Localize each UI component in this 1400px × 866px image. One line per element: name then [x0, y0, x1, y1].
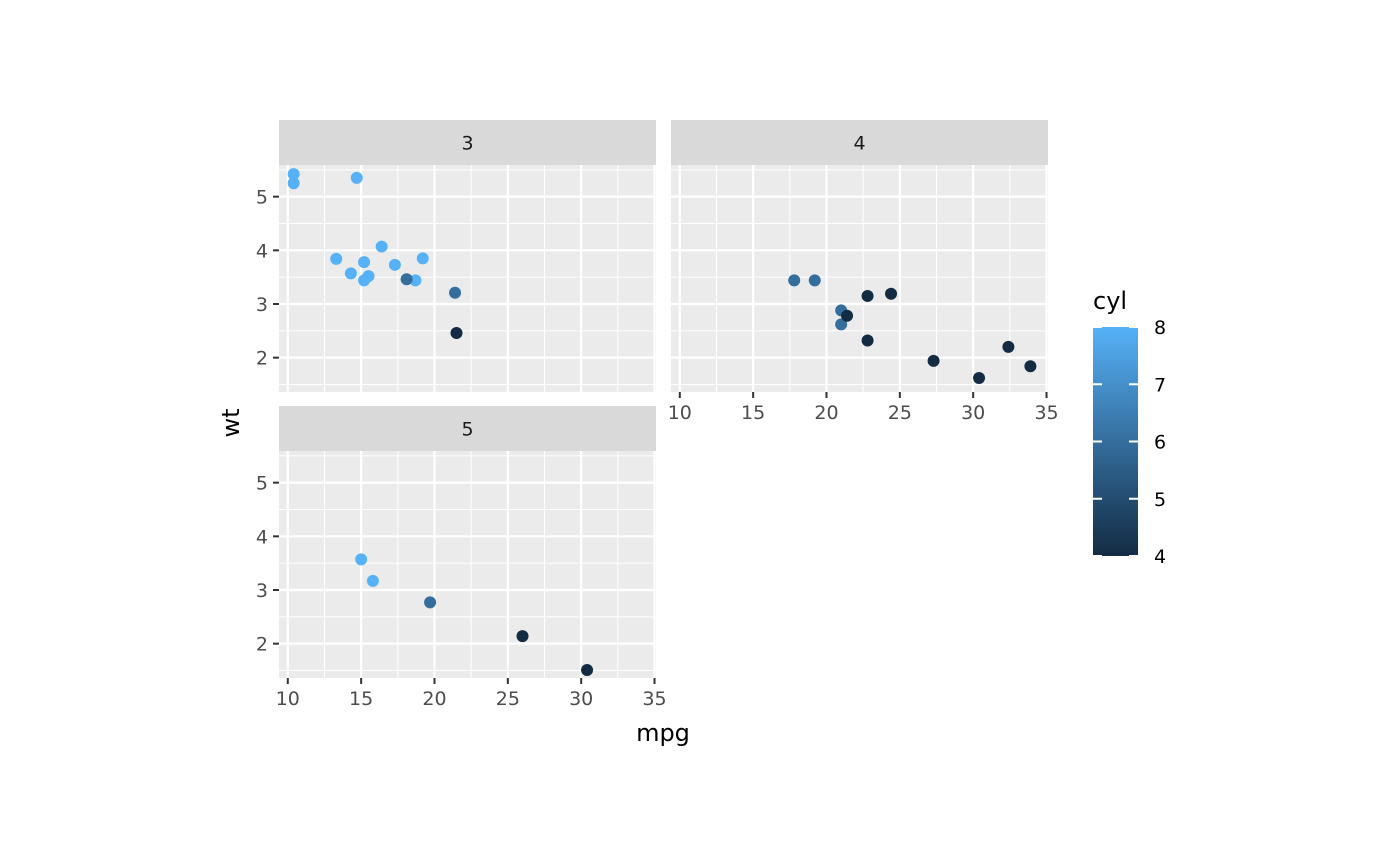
data-point — [927, 354, 940, 367]
data-point — [449, 286, 462, 299]
data-point — [366, 574, 379, 587]
y-tick-label: 5 — [256, 473, 268, 495]
data-point — [330, 252, 343, 265]
data-point — [409, 274, 422, 287]
legend-tick-label: 6 — [1154, 432, 1166, 454]
y-tick-label: 4 — [256, 526, 268, 548]
x-tick-label: 35 — [642, 688, 666, 710]
data-point — [861, 289, 874, 302]
data-point — [1024, 360, 1037, 373]
x-tick-label: 30 — [569, 688, 593, 710]
cyl-colorbar-legend: cyl 4 5 6 7 8 — [1093, 287, 1166, 568]
data-point — [358, 256, 371, 269]
data-point — [375, 240, 388, 253]
x-tick-label: 20 — [422, 688, 446, 710]
legend-tick-label: 5 — [1154, 489, 1166, 511]
facet-panel-5: 5 2 3 4 5 10 15 20 25 30 35 — [256, 406, 667, 710]
data-point — [416, 252, 429, 265]
y-tick-label: 4 — [256, 240, 268, 262]
x-tick-label: 25 — [496, 688, 520, 710]
data-point — [287, 168, 300, 181]
data-point — [350, 171, 363, 184]
y-tick-label: 2 — [256, 348, 268, 370]
legend-tick-label: 4 — [1154, 546, 1166, 568]
y-axis-title: wt — [217, 408, 245, 437]
x-axis-title: mpg — [636, 719, 690, 747]
x-tick-label: 20 — [814, 402, 838, 424]
facet-panels: 3 2 3 4 5 4 10 15 20 25 30 35 5 2 3 4 5 10 15 20 25 30 35 — [256, 120, 1059, 710]
panel-background — [279, 165, 656, 392]
y-tick-label: 2 — [256, 634, 268, 656]
data-point — [362, 270, 375, 283]
data-point — [388, 258, 401, 271]
data-point — [450, 326, 463, 339]
x-tick-label: 10 — [668, 402, 692, 424]
data-point — [287, 177, 300, 190]
legend-tick-label: 7 — [1154, 374, 1166, 396]
data-point — [581, 663, 594, 676]
legend-tick-label: 8 — [1154, 317, 1166, 339]
y-tick-label: 3 — [256, 580, 268, 602]
facet-strip — [671, 120, 1048, 165]
facet-strip-label: 5 — [461, 419, 473, 441]
facet-strip-label: 3 — [461, 133, 473, 155]
facet-strip — [279, 406, 656, 451]
x-tick-label: 10 — [276, 688, 300, 710]
panel-background — [279, 451, 656, 678]
data-point — [841, 309, 854, 322]
x-tick-label: 30 — [961, 402, 985, 424]
data-point — [516, 630, 529, 643]
data-point — [1002, 340, 1015, 353]
panel-background — [671, 165, 1048, 392]
data-point — [355, 553, 368, 566]
data-point — [885, 287, 898, 300]
facet-strip-label: 4 — [853, 133, 865, 155]
legend-title: cyl — [1093, 287, 1127, 315]
y-tick-label: 5 — [256, 187, 268, 209]
data-point — [835, 318, 848, 331]
data-point — [400, 273, 413, 286]
x-tick-label: 35 — [1034, 402, 1058, 424]
facet-panel-3: 3 2 3 4 5 — [256, 120, 656, 392]
x-tick-label: 15 — [741, 402, 765, 424]
data-point — [808, 274, 821, 287]
facet-panel-4: 4 10 15 20 25 30 35 — [668, 120, 1059, 424]
data-point — [344, 267, 357, 280]
x-tick-label: 15 — [349, 688, 373, 710]
data-point — [424, 596, 437, 609]
data-point — [788, 274, 801, 287]
x-tick-label: 25 — [888, 402, 912, 424]
data-point — [861, 334, 874, 347]
facet-strip — [279, 120, 656, 165]
data-point — [973, 372, 986, 385]
y-tick-label: 3 — [256, 294, 268, 316]
